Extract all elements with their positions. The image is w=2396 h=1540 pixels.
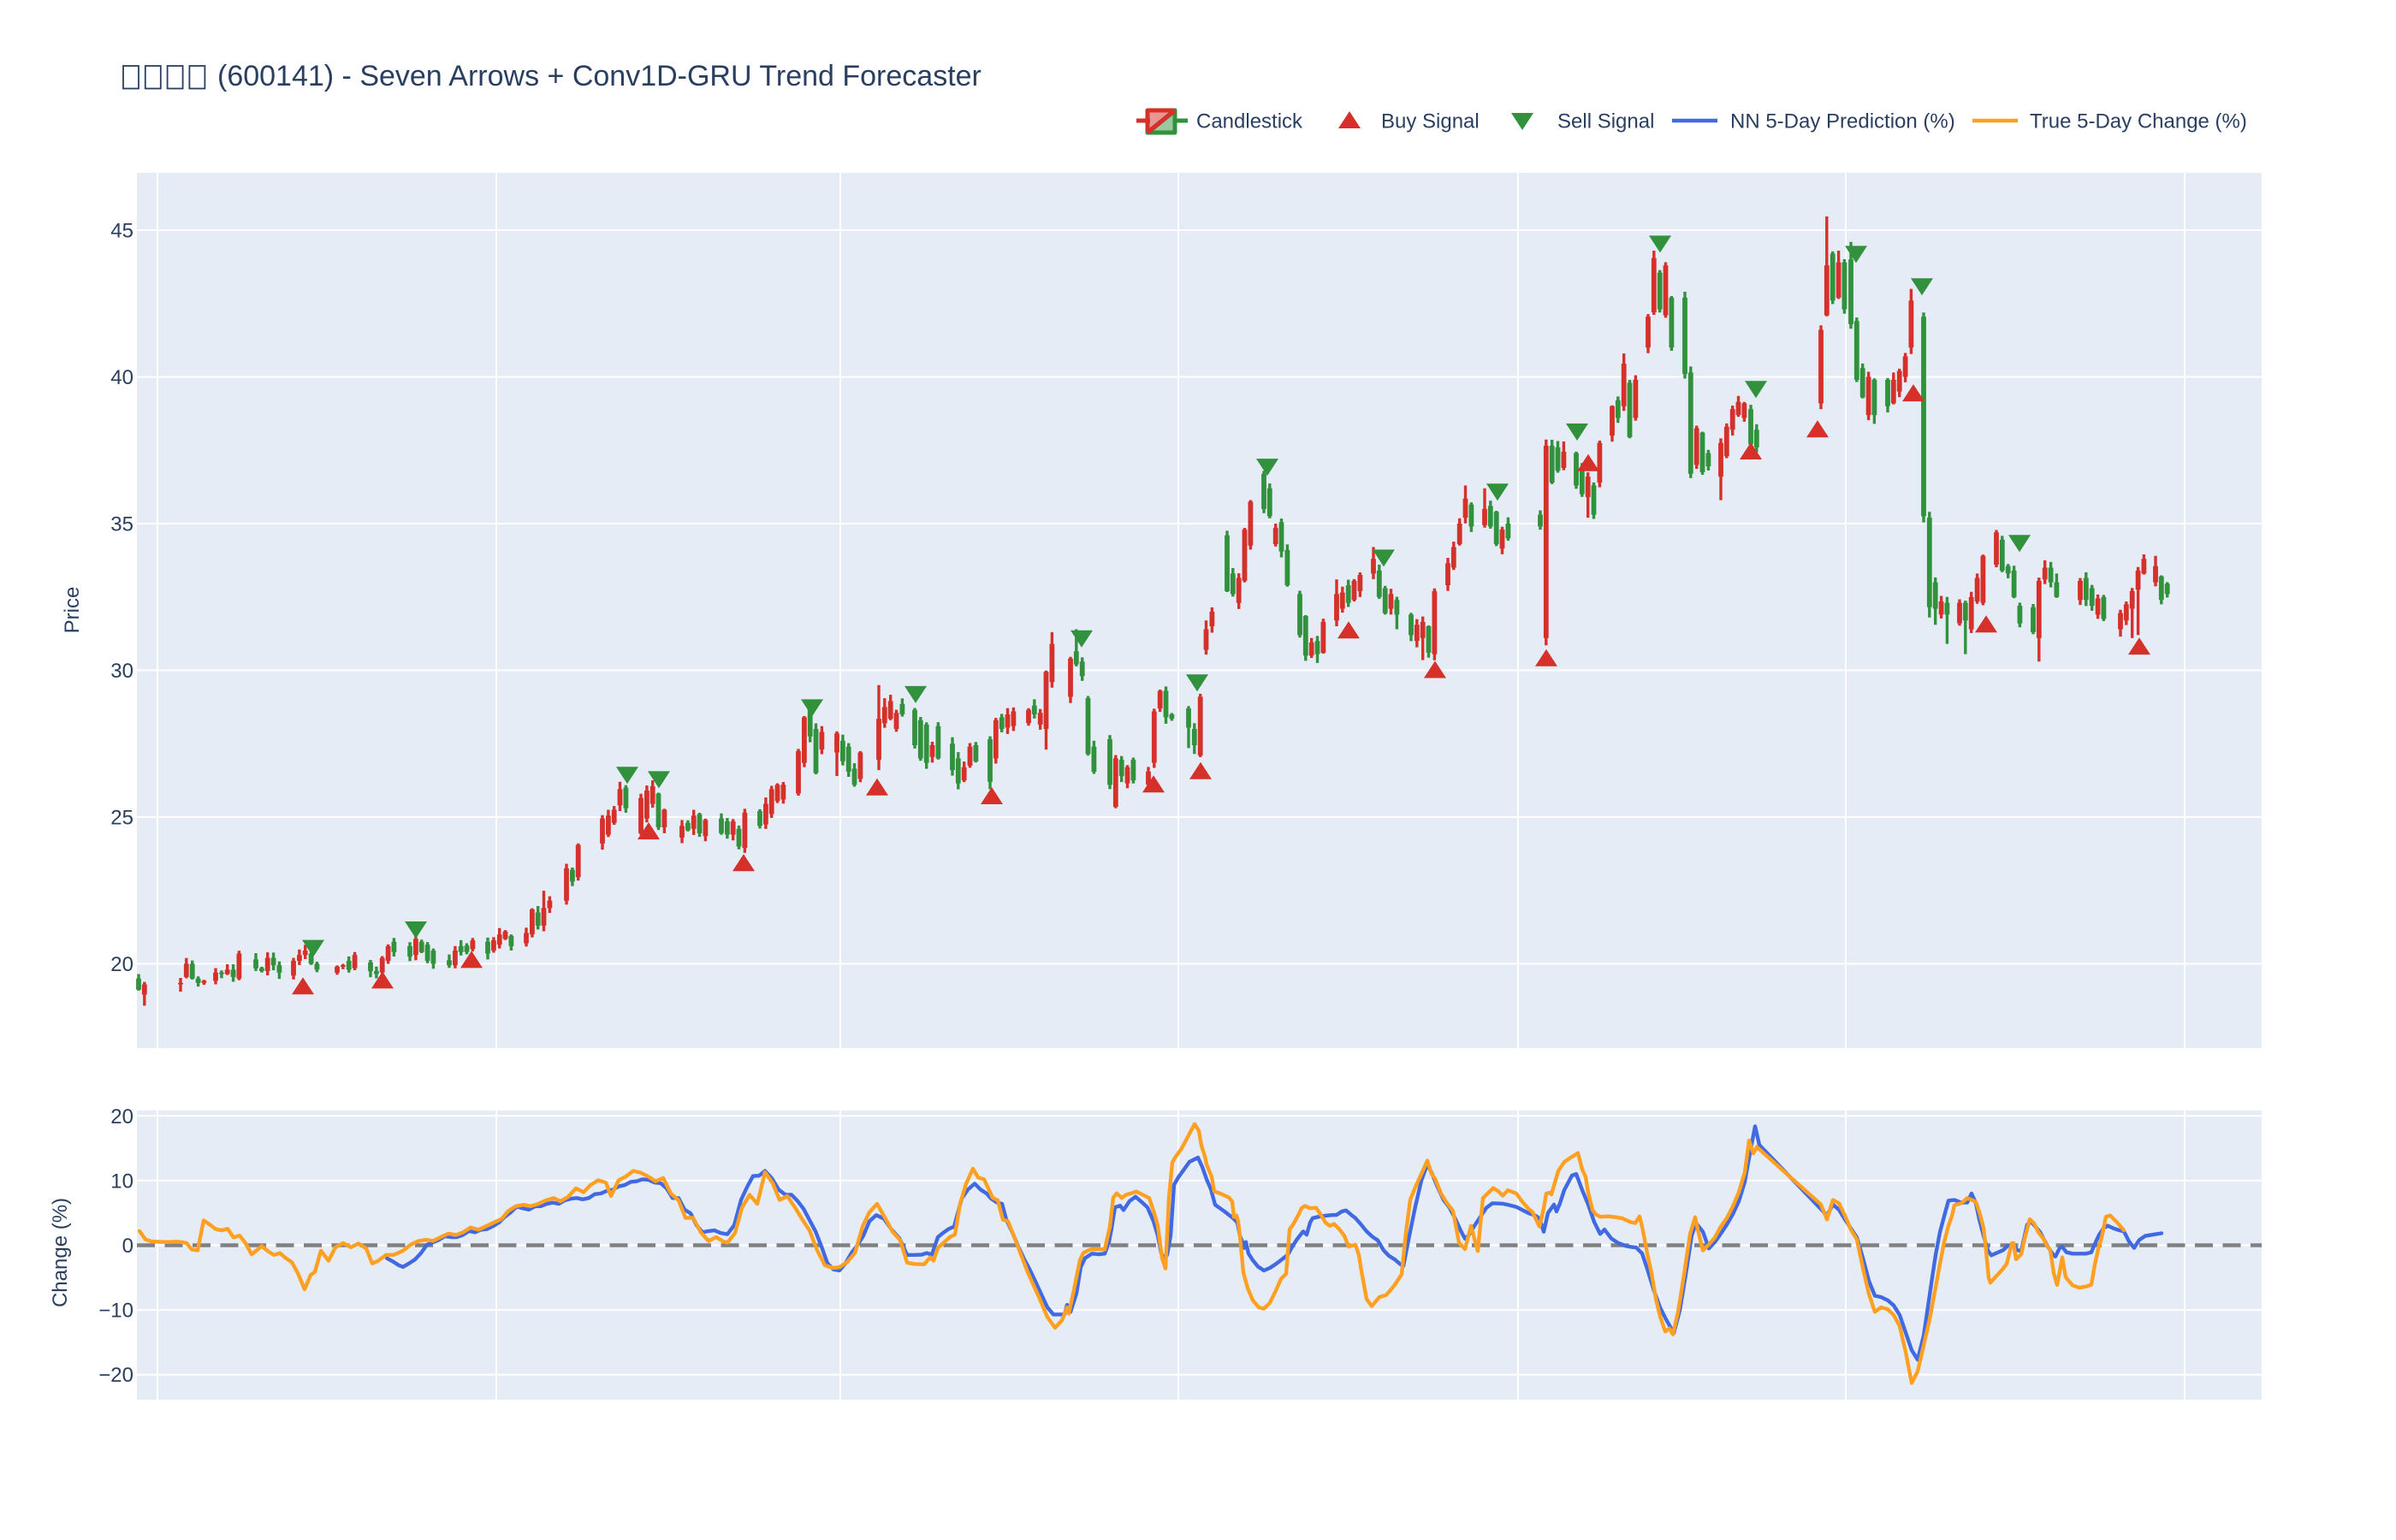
svg-text:NN 5-Day Prediction (%): NN 5-Day Prediction (%) (1730, 110, 1955, 133)
svg-text:−10: −10 (98, 1300, 133, 1323)
svg-text:Change (%): Change (%) (49, 1198, 72, 1307)
svg-text:0: 0 (122, 1235, 133, 1258)
svg-text:Candlestick: Candlestick (1196, 110, 1303, 133)
svg-text:20: 20 (110, 953, 133, 976)
svg-text:20: 20 (110, 1105, 133, 1128)
svg-text:True 5-Day Change (%): True 5-Day Change (%) (2030, 110, 2247, 133)
svg-text:10: 10 (110, 1170, 133, 1193)
svg-text:45: 45 (110, 220, 133, 243)
svg-text:25: 25 (110, 807, 133, 830)
svg-text:−20: −20 (98, 1364, 133, 1387)
svg-text:Sell Signal: Sell Signal (1557, 110, 1654, 133)
svg-text:Buy Signal: Buy Signal (1381, 110, 1480, 133)
svg-text:35: 35 (110, 513, 133, 536)
svg-text:Price: Price (61, 587, 84, 634)
svg-text:40: 40 (110, 366, 133, 389)
svg-text:30: 30 (110, 660, 133, 683)
svg-text:(600141) - Seven Arrows + Conv: (600141) - Seven Arrows + Conv1D-GRU Tre… (217, 60, 982, 92)
